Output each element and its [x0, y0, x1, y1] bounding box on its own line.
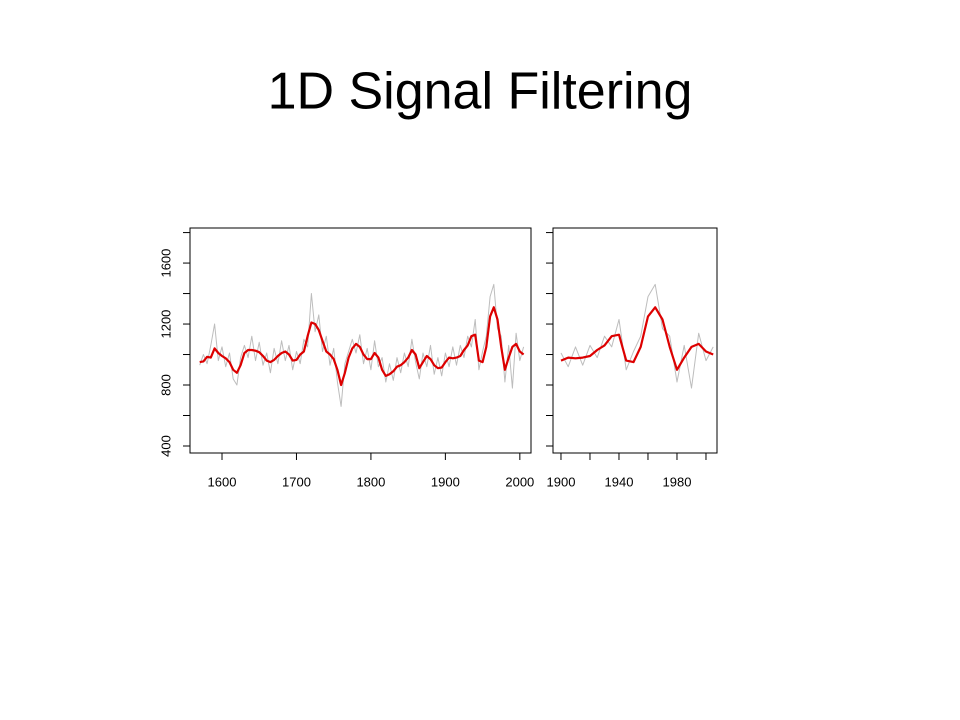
series-line	[199, 306, 525, 387]
x-tick-label: 1900	[431, 474, 460, 489]
y-tick-label: 1600	[158, 249, 173, 278]
slide-title: 1D Signal Filtering	[268, 63, 693, 121]
series-line	[199, 283, 525, 407]
x-tick-label: 2000	[505, 474, 534, 489]
plot-frame	[189, 227, 532, 454]
series-line	[560, 283, 714, 389]
y-tick-label: 400	[158, 435, 173, 457]
series-line	[560, 306, 714, 371]
x-tick-label: 1600	[208, 474, 237, 489]
y-tick-label: 1200	[158, 310, 173, 339]
x-tick-label: 1800	[356, 474, 385, 489]
x-tick-label: 1900	[547, 474, 576, 489]
x-tick-label: 1940	[605, 474, 634, 489]
x-tick-label: 1980	[663, 474, 692, 489]
plot-frame	[552, 227, 718, 454]
x-tick-label: 1700	[282, 474, 311, 489]
y-tick-label: 800	[158, 374, 173, 396]
